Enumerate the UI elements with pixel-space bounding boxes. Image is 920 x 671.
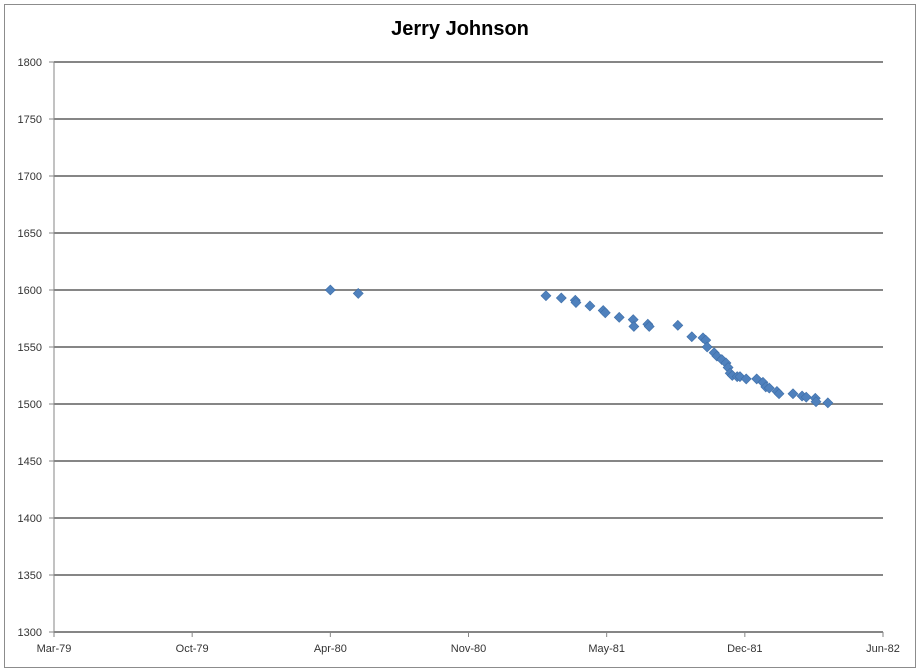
- y-tick-label: 1600: [18, 285, 42, 297]
- data-point: [787, 388, 799, 400]
- data-point: [324, 284, 336, 296]
- data-point: [352, 287, 364, 299]
- y-tick-label: 1550: [18, 342, 42, 354]
- x-tick-label: Oct-79: [176, 643, 209, 655]
- x-tick-label: Nov-80: [451, 643, 486, 655]
- data-point: [822, 397, 834, 409]
- data-point: [584, 300, 596, 312]
- data-point: [773, 388, 785, 400]
- data-point: [810, 396, 822, 408]
- data-point: [540, 290, 552, 302]
- x-tick-label: Jun-82: [866, 643, 900, 655]
- data-point: [672, 319, 684, 331]
- data-point: [643, 321, 655, 332]
- y-tick-label: 1450: [18, 456, 42, 468]
- chart-frame: [4, 4, 916, 668]
- data-point: [740, 373, 752, 385]
- data-point: [763, 382, 775, 394]
- x-tick-label: Dec-81: [727, 643, 762, 655]
- chart-title: Jerry Johnson: [391, 18, 529, 40]
- y-tick-label: 1750: [18, 114, 42, 126]
- y-tick-label: 1650: [18, 228, 42, 240]
- y-tick-label: 1300: [18, 627, 42, 639]
- data-point: [701, 341, 713, 353]
- x-tick-label: Apr-80: [314, 643, 347, 655]
- y-tick-label: 1400: [18, 513, 42, 525]
- data-point: [570, 297, 582, 308]
- data-point: [613, 311, 625, 323]
- data-point: [555, 292, 567, 304]
- data-point: [800, 391, 812, 403]
- data-point: [628, 321, 640, 332]
- y-tick-label: 1500: [18, 399, 42, 411]
- x-tick-label: May-81: [588, 643, 625, 655]
- data-point: [599, 307, 611, 319]
- data-point: [686, 331, 698, 343]
- x-tick-label: Mar-79: [37, 643, 72, 655]
- y-tick-label: 1350: [18, 570, 42, 582]
- y-tick-label: 1800: [18, 57, 42, 69]
- y-tick-label: 1700: [18, 171, 42, 183]
